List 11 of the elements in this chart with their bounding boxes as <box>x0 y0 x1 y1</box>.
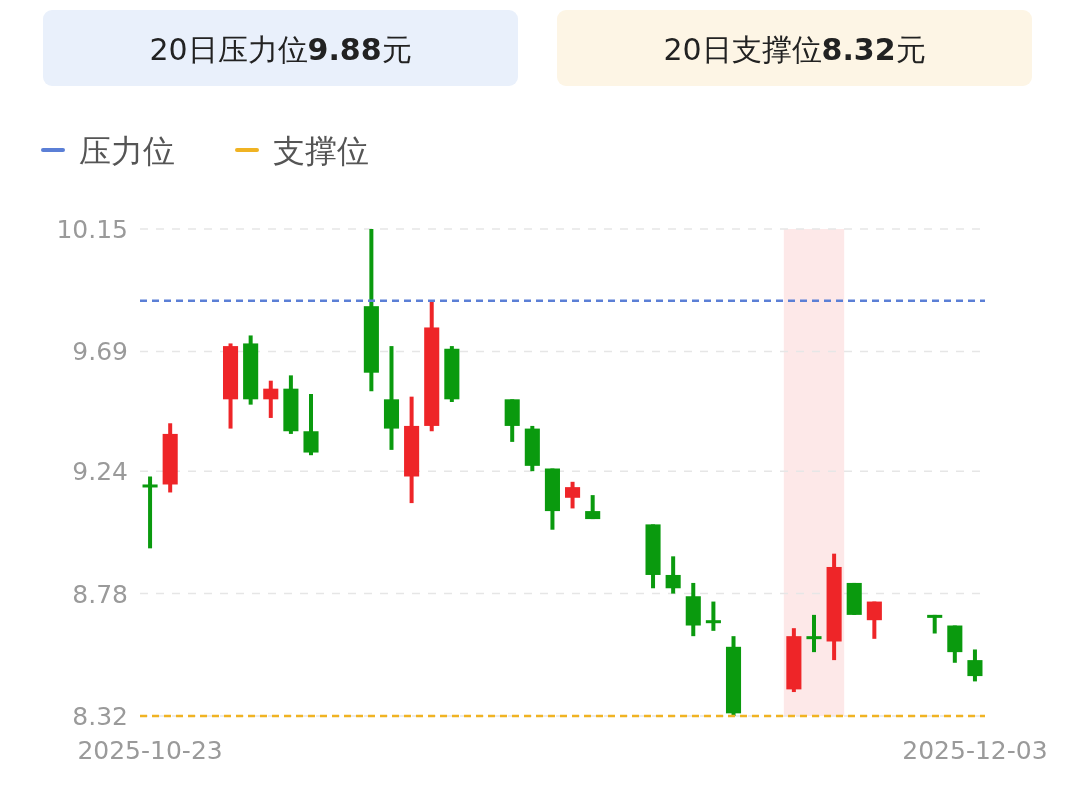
y-tick-label: 8.32 <box>72 702 128 731</box>
legend-label: 压力位 <box>79 132 175 170</box>
card: 20日支撑位8.32元 <box>557 10 1032 86</box>
y-tick-label: 8.78 <box>72 579 128 609</box>
card: 20日压力位9.88元 <box>43 10 518 86</box>
x-tick-label: 2025-12-03 <box>902 736 1048 765</box>
y-tick-label: 10.15 <box>56 215 128 244</box>
y-tick-label: 9.69 <box>72 337 128 367</box>
x-tick-label: 2025-10-23 <box>77 736 223 765</box>
legend-label: 支撑位 <box>273 132 369 170</box>
y-tick-label: 9.24 <box>72 457 128 487</box>
